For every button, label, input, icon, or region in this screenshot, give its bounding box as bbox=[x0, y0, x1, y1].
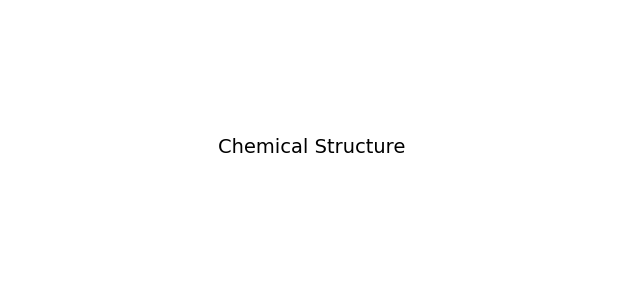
Text: Chemical Structure: Chemical Structure bbox=[218, 138, 406, 158]
